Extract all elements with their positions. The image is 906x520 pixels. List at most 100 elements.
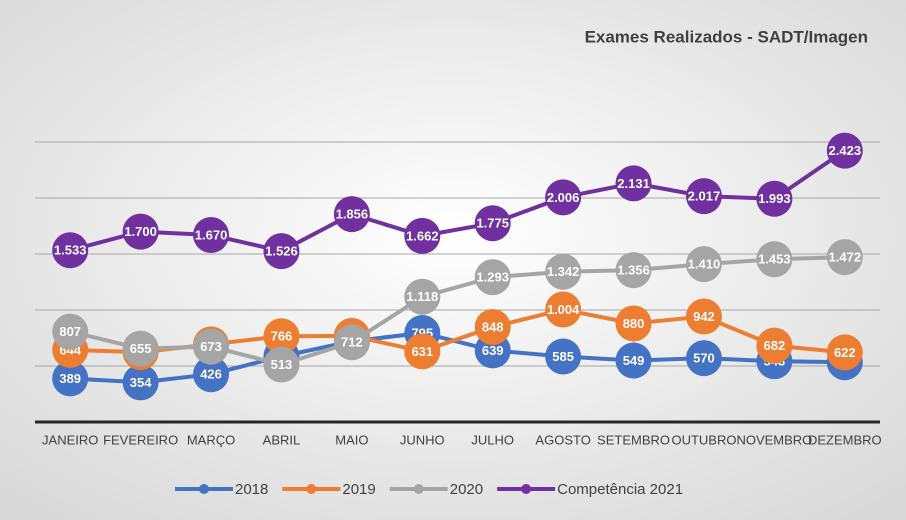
marker (52, 232, 89, 269)
data-label: 1.118 (406, 289, 438, 304)
data-label: 549 (623, 353, 645, 368)
series: 1.533 1.700 1.670 1.526 1.856 1.662 1.775 2.006… (52, 132, 863, 270)
marker (474, 205, 511, 242)
marker (756, 180, 793, 217)
legend-marker (413, 484, 424, 494)
data-label: 1.662 (406, 228, 439, 243)
marker (122, 330, 159, 367)
data-label: 880 (623, 316, 645, 331)
data-label: 513 (271, 357, 293, 372)
marker (263, 318, 300, 355)
marker (685, 340, 722, 377)
data-label: 1.293 (476, 270, 509, 285)
data-label: 1.453 (758, 252, 791, 267)
legend-label: 2020 (450, 481, 483, 498)
data-label: 1.004 (547, 302, 580, 317)
marker (263, 346, 300, 383)
marker (826, 334, 863, 371)
legend-marker (199, 484, 209, 494)
data-label: 1.526 (265, 244, 298, 259)
x-tick-label: MARÇO (187, 432, 235, 447)
data-label: 1.533 (54, 243, 87, 258)
data-label: 1.410 (688, 257, 721, 272)
marker (404, 333, 441, 370)
marker (193, 356, 230, 393)
data-label: 1.775 (476, 216, 509, 231)
x-tick-label: ABRIL (263, 432, 301, 447)
marker (826, 239, 863, 276)
data-label: 1.342 (547, 264, 580, 279)
data-label: 2.006 (547, 190, 580, 205)
data-label: 1.700 (124, 224, 157, 239)
data-label: 2.423 (829, 143, 862, 158)
data-label: 848 (482, 319, 504, 334)
x-tick-label: JUNHO (400, 432, 445, 447)
data-label: 1.670 (195, 227, 228, 242)
marker (685, 178, 722, 215)
marker (615, 252, 652, 289)
data-label: 2.017 (688, 189, 721, 204)
marker (193, 216, 230, 253)
x-tick-label: SETEMBRO (597, 432, 670, 447)
marker (333, 324, 370, 361)
data-label: 1.856 (336, 207, 369, 222)
marker (474, 309, 511, 346)
legend-label: 2019 (342, 481, 375, 498)
data-label: 389 (59, 371, 81, 386)
marker (545, 338, 582, 375)
x-tick-label: JANEIRO (42, 432, 98, 447)
marker (545, 179, 582, 216)
marker (474, 259, 511, 296)
x-tick-label: DEZEMBRO (808, 432, 882, 447)
marker (826, 132, 863, 169)
series: 807 655 673 513 712 1.118 1.293 1.342 1.356 1.410… (52, 239, 863, 383)
marker (193, 328, 230, 365)
marker (685, 298, 722, 335)
data-label: 942 (693, 309, 715, 324)
legend-marker (306, 484, 317, 494)
data-label: 673 (200, 339, 222, 354)
data-label: 1.356 (617, 263, 650, 278)
data-label: 655 (130, 341, 152, 356)
marker (333, 196, 370, 233)
legend-marker (521, 484, 532, 494)
x-tick-label: MAIO (335, 432, 368, 447)
marker (615, 165, 652, 202)
marker (685, 246, 722, 283)
data-label: 807 (59, 324, 81, 339)
marker (122, 364, 159, 401)
data-label: 585 (552, 349, 574, 364)
data-label: 570 (693, 351, 715, 366)
x-tick-label: OUTUBRO (671, 432, 736, 447)
data-label: 712 (341, 335, 363, 350)
x-tick-label: JULHO (471, 432, 514, 447)
marker (615, 305, 652, 342)
data-label: 639 (482, 343, 504, 358)
marker (122, 213, 159, 250)
marker (52, 313, 89, 350)
data-label: 631 (411, 344, 433, 359)
chart-title: Exames Realizados - SADT/Imagen (585, 27, 868, 46)
x-tick-label: FEVEREIRO (103, 432, 178, 447)
marker (52, 360, 89, 397)
x-tick-label: AGOSTO (535, 432, 590, 447)
marker (545, 291, 582, 328)
marker (615, 342, 652, 379)
data-label: 2.131 (617, 176, 650, 191)
data-label: 1.472 (829, 250, 862, 265)
marker (263, 233, 300, 270)
marker (404, 217, 441, 254)
data-label: 426 (200, 367, 222, 382)
data-label: 766 (271, 329, 293, 344)
marker (545, 253, 582, 290)
data-label: 682 (764, 338, 786, 353)
marker (404, 278, 441, 315)
x-tick-label: NOVEMBRO (736, 432, 812, 447)
legend-label: Competência 2021 (557, 481, 683, 498)
marker (756, 241, 793, 278)
data-label: 1.993 (758, 191, 791, 206)
data-label: 354 (130, 375, 152, 390)
data-label: 622 (834, 345, 856, 360)
legend-label: 2018 (235, 481, 268, 498)
